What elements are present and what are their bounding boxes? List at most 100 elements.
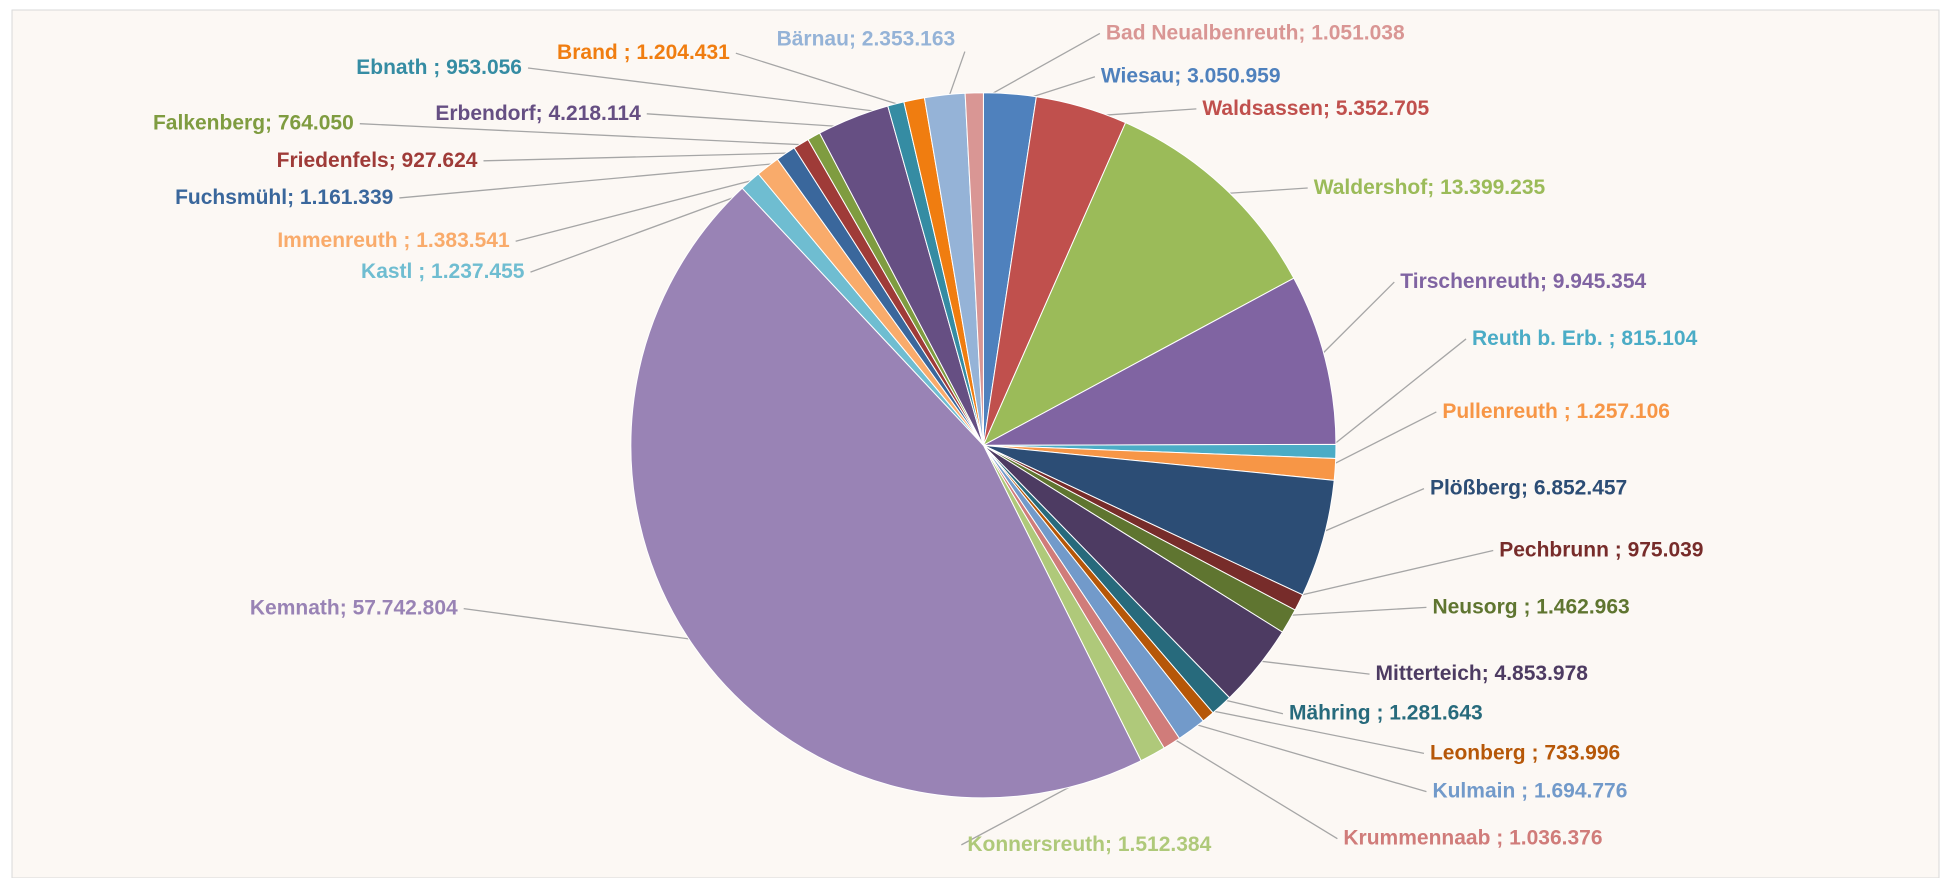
data-label: Bad Neualbenreuth; 1.051.038: [1106, 21, 1405, 44]
label-separator: ;: [1496, 826, 1509, 849]
leader-line: [399, 161, 792, 199]
leader-line: [483, 152, 807, 162]
label-value: 57.742.804: [353, 596, 458, 619]
leader-line: [646, 113, 857, 129]
label-name: Tirschenreuth: [1400, 270, 1540, 293]
leader-line: [359, 123, 819, 147]
data-label: Falkenberg; 764.050: [153, 111, 354, 134]
label-separator: ;: [1609, 326, 1622, 349]
label-value: 1.161.339: [300, 185, 393, 208]
leader-line: [1289, 549, 1494, 599]
label-name: Pechbrunn: [1499, 538, 1615, 561]
data-label: Bärnau; 2.353.163: [777, 27, 956, 50]
label-value: 975.039: [1628, 538, 1704, 561]
label-separator: ;: [1540, 270, 1553, 293]
label-value: 9.945.354: [1553, 270, 1647, 293]
label-name: Bad Neualbenreuth: [1106, 21, 1299, 44]
label-name: Ebnath: [356, 56, 433, 79]
data-label: Fuchsmühl; 1.161.339: [175, 185, 393, 208]
label-separator: ;: [1482, 662, 1495, 685]
label-separator: ;: [849, 27, 862, 50]
label-value: 733.996: [1544, 741, 1620, 764]
data-label: Erbendorf; 4.218.114: [435, 101, 641, 124]
data-label: Reuth b. Erb. ; 815.104: [1472, 326, 1698, 349]
label-name: Pullenreuth: [1442, 399, 1563, 422]
data-label: Plößberg; 6.852.457: [1430, 476, 1627, 499]
label-name: Waldsassen: [1202, 96, 1323, 119]
pie-slice: [982, 122, 1295, 447]
label-separator: ;: [1615, 538, 1628, 561]
label-separator: ;: [1521, 779, 1534, 802]
label-value: 764.050: [278, 111, 354, 134]
label-separator: ;: [1523, 595, 1536, 618]
data-label: Pullenreuth ; 1.257.106: [1442, 399, 1670, 422]
label-value: 13.399.235: [1440, 176, 1545, 199]
label-value: 4.218.114: [549, 101, 642, 124]
label-separator: ;: [433, 56, 446, 79]
leader-line: [527, 67, 899, 115]
label-value: 1.694.776: [1534, 779, 1627, 802]
label-name: Kastl: [361, 260, 418, 283]
label-name: Immenreuth: [277, 229, 403, 252]
data-label: Konnersreuth; 1.512.384: [967, 832, 1211, 855]
label-name: Mähring: [1289, 701, 1377, 724]
label-value: 1.462.963: [1536, 595, 1629, 618]
label-value: 1.257.106: [1577, 399, 1670, 422]
label-separator: ;: [1298, 21, 1311, 44]
label-name: Konnersreuth: [967, 832, 1105, 855]
leader-line: [463, 607, 703, 642]
data-label: Brand ; 1.204.431: [557, 41, 730, 64]
data-label: Mitterteich; 4.853.978: [1376, 662, 1589, 685]
label-name: Reuth b. Erb.: [1472, 326, 1609, 349]
label-separator: ;: [1323, 96, 1336, 119]
label-value: 1.383.541: [416, 229, 510, 252]
data-label: Kastl ; 1.237.455: [361, 260, 525, 283]
data-label: Leonberg ; 733.996: [1430, 741, 1620, 764]
label-separator: ;: [536, 101, 549, 124]
leader-line: [1324, 338, 1467, 452]
label-value: 927.624: [402, 148, 478, 171]
label-separator: ;: [1174, 64, 1187, 87]
label-value: 6.852.457: [1534, 476, 1627, 499]
label-name: Falkenberg: [153, 111, 265, 134]
label-separator: ;: [624, 41, 637, 64]
data-label: Kemnath; 57.742.804: [250, 596, 458, 619]
label-name: Mitterteich: [1376, 662, 1482, 685]
data-label: Krummennaab ; 1.036.376: [1343, 826, 1602, 849]
label-value: 1.512.384: [1118, 832, 1212, 855]
pie-slice: [983, 277, 1337, 446]
pie-slice: [630, 187, 1142, 799]
leader-line: [515, 174, 775, 242]
data-label: Pechbrunn ; 975.039: [1499, 538, 1703, 561]
label-separator: ;: [287, 185, 300, 208]
label-value: 4.853.978: [1495, 662, 1589, 685]
label-name: Erbendorf: [435, 101, 536, 124]
label-name: Brand: [557, 41, 624, 64]
leader-line: [735, 52, 917, 111]
leader-line: [1165, 733, 1338, 840]
label-separator: ;: [1427, 176, 1440, 199]
label-separator: ;: [1564, 399, 1577, 422]
label-value: 1.281.643: [1389, 701, 1482, 724]
data-label: Mähring ; 1.281.643: [1289, 701, 1483, 724]
label-value: 1.237.455: [431, 260, 525, 283]
label-name: Kemnath: [250, 596, 340, 619]
label-value: 1.051.038: [1311, 21, 1405, 44]
label-value: 1.036.376: [1509, 826, 1602, 849]
label-separator: ;: [265, 111, 278, 134]
label-value: 815.104: [1621, 326, 1697, 349]
leader-line: [1324, 411, 1437, 470]
data-label: Immenreuth ; 1.383.541: [277, 229, 510, 252]
label-value: 2.353.163: [862, 27, 955, 50]
leader-line: [974, 32, 1101, 105]
leader-line: [1249, 659, 1370, 675]
label-separator: ;: [1521, 476, 1534, 499]
label-separator: ;: [1531, 741, 1544, 764]
label-name: Krummennaab: [1343, 826, 1496, 849]
leader-line: [1314, 281, 1395, 362]
leader-line: [530, 188, 758, 273]
label-separator: ;: [1105, 832, 1118, 855]
label-name: Wiesau: [1101, 64, 1174, 87]
label-value: 3.050.959: [1187, 64, 1280, 87]
